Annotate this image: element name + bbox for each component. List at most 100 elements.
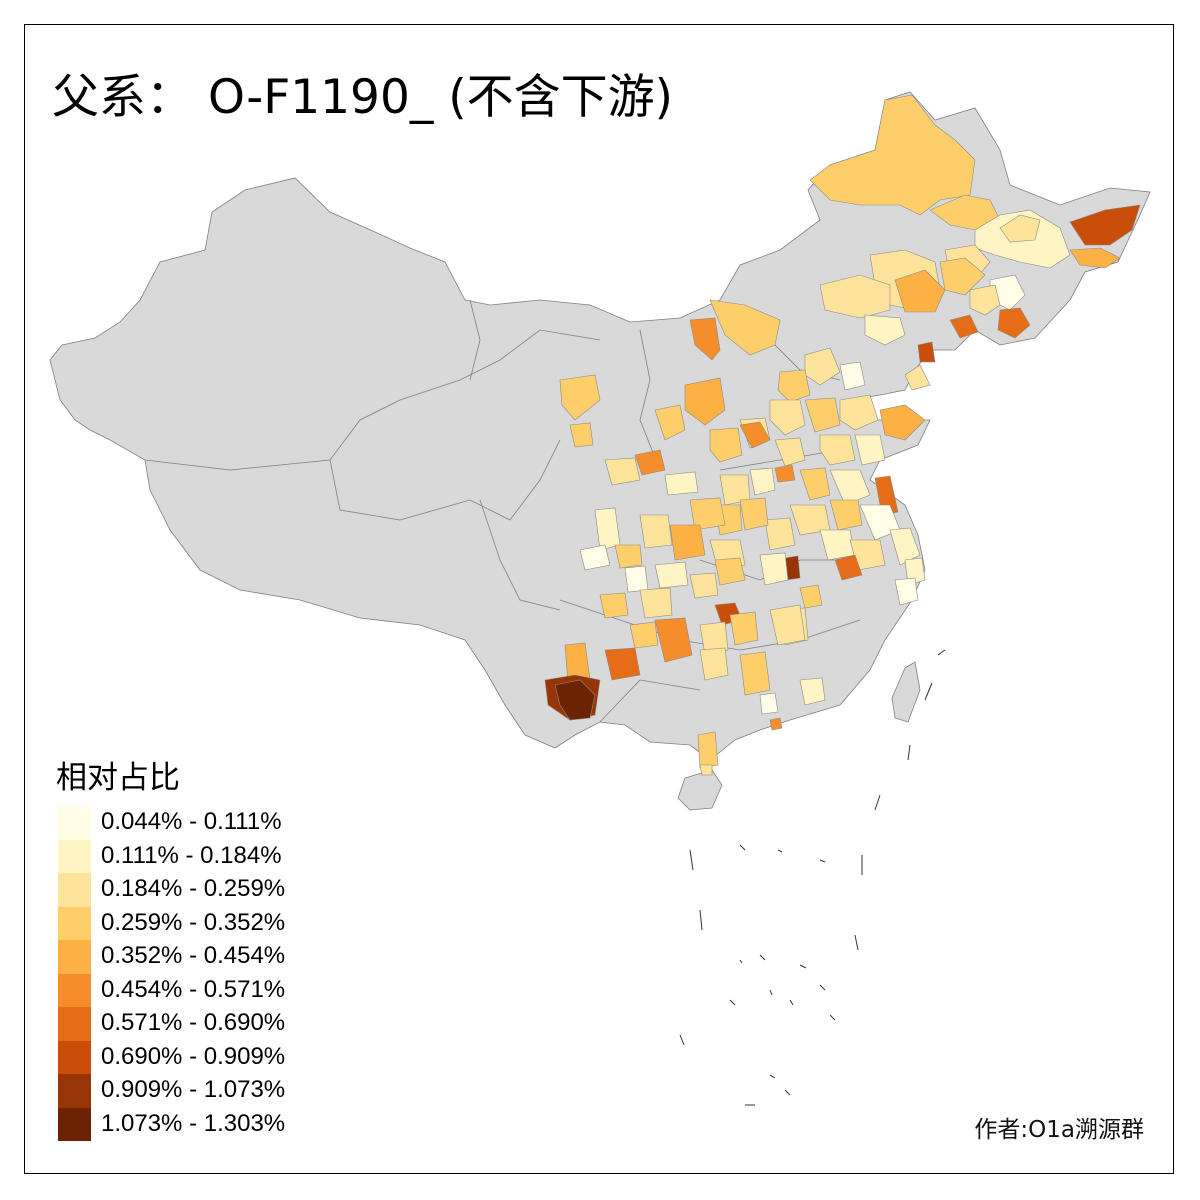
region-guizhou-2 bbox=[699, 621, 729, 656]
legend-label: 0.909% - 1.073% bbox=[101, 1076, 286, 1103]
region-chongqing-3 bbox=[654, 561, 689, 589]
legend-label: 0.044% - 0.111% bbox=[101, 808, 282, 835]
map-title: 父系： O-F1190_ (不含下游) bbox=[52, 70, 673, 125]
region-shandong-1 bbox=[839, 394, 879, 431]
region-guangdong-2 bbox=[769, 717, 783, 731]
region-shanxi-2 bbox=[709, 427, 743, 463]
region-shaanxi-1 bbox=[689, 497, 726, 531]
region-liaoyang bbox=[949, 314, 979, 339]
region-qinghai-2 bbox=[569, 422, 594, 448]
region-harbin-east bbox=[999, 214, 1041, 243]
south-china-sea-islands bbox=[679, 649, 946, 1106]
region-shandong-3 bbox=[854, 434, 886, 466]
legend-title: 相对占比 bbox=[56, 760, 180, 796]
colored-regions bbox=[544, 94, 1141, 776]
taiwan-island bbox=[891, 661, 921, 723]
region-baotou bbox=[709, 299, 781, 356]
region-zhanjiang-tip bbox=[699, 764, 713, 776]
region-xishuangbanna bbox=[554, 679, 596, 721]
region-hebei-1 bbox=[777, 369, 811, 403]
legend-swatch bbox=[58, 906, 91, 940]
region-guangxi-2 bbox=[759, 692, 779, 715]
mainland-outline bbox=[49, 91, 1151, 761]
region-hubei-1 bbox=[764, 517, 796, 551]
legend-swatch bbox=[58, 973, 91, 1007]
region-hebei-2 bbox=[769, 399, 806, 436]
region-jiangxi-1 bbox=[799, 584, 823, 609]
region-hubei-2 bbox=[739, 497, 769, 531]
region-chengde bbox=[864, 314, 906, 346]
region-hunan-1 bbox=[769, 604, 806, 646]
legend-label: 0.352% - 0.454% bbox=[101, 942, 286, 969]
region-dalian bbox=[917, 341, 936, 363]
legend-swatch bbox=[58, 839, 91, 873]
legend-label: 1.073% - 1.303% bbox=[101, 1109, 286, 1137]
region-shanxi-red bbox=[739, 421, 771, 449]
region-zhejiang-1 bbox=[894, 577, 919, 606]
region-tongliao bbox=[939, 257, 986, 296]
region-shaanxi-2 bbox=[669, 524, 706, 561]
region-chongqing-1 bbox=[689, 572, 719, 599]
region-ordos bbox=[689, 317, 721, 361]
region-gansu-1 bbox=[604, 457, 641, 486]
region-henan-2 bbox=[749, 467, 776, 496]
region-shandong-4 bbox=[819, 434, 856, 466]
region-ningxia-south bbox=[654, 404, 686, 441]
legend-label: 0.571% - 0.690% bbox=[101, 1009, 286, 1036]
region-gansu-red bbox=[634, 449, 666, 476]
region-guizhou-1 bbox=[654, 617, 693, 663]
region-yunnan-2 bbox=[699, 647, 729, 681]
legend-swatch bbox=[58, 1040, 91, 1074]
legend-label: 0.259% - 0.352% bbox=[101, 908, 286, 936]
region-chongqing-2 bbox=[714, 557, 746, 586]
region-guizhou-4 bbox=[629, 621, 659, 649]
region-sichuan-4 bbox=[624, 565, 649, 593]
legend-swatch bbox=[58, 1007, 91, 1041]
region-hubei-3 bbox=[759, 552, 789, 586]
legend-swatch bbox=[58, 940, 91, 974]
region-jiangsu-north bbox=[829, 469, 871, 506]
region-guizhou-3 bbox=[729, 611, 759, 646]
legend-swatch bbox=[58, 1107, 91, 1141]
legend-swatch bbox=[58, 873, 91, 907]
legend-label: 0.690% - 0.909% bbox=[101, 1042, 286, 1070]
region-jiamusi bbox=[1069, 204, 1141, 246]
region-jiangxi-red bbox=[834, 554, 863, 581]
region-sichuan-2 bbox=[579, 544, 611, 571]
hainan-island bbox=[677, 769, 723, 811]
legend-label: 0.111% - 0.184% bbox=[101, 841, 282, 869]
region-zhanjiang bbox=[697, 731, 719, 769]
region-jiangsu-south bbox=[889, 527, 921, 566]
region-xilingol bbox=[819, 274, 891, 319]
region-chifeng bbox=[894, 269, 946, 313]
region-henan-1 bbox=[774, 464, 796, 483]
map-frame bbox=[24, 24, 1174, 1174]
region-guangxi-1 bbox=[739, 651, 771, 696]
region-anhui-1 bbox=[829, 499, 863, 531]
region-yunnan-1 bbox=[604, 647, 641, 681]
region-tianjin bbox=[839, 361, 866, 391]
region-sichuan-5 bbox=[639, 587, 673, 619]
region-sichuan-3 bbox=[614, 544, 643, 569]
region-jilin bbox=[969, 284, 1001, 316]
region-guangdong-1 bbox=[799, 677, 826, 706]
region-hebei-3 bbox=[804, 397, 841, 433]
author-credit: 作者:O1a溯源群 bbox=[974, 1117, 1144, 1143]
region-shanxi-3 bbox=[774, 437, 806, 467]
legend-swatch bbox=[58, 1074, 91, 1108]
region-ningxia bbox=[684, 377, 726, 426]
region-hulunbuir bbox=[809, 94, 976, 216]
region-henan-4 bbox=[799, 467, 831, 501]
legend-swatch bbox=[58, 806, 91, 840]
region-shaanxi-3 bbox=[639, 514, 673, 549]
region-liaoning-coast bbox=[904, 364, 931, 391]
legend-label: 0.184% - 0.259% bbox=[101, 875, 286, 902]
legend-label: 0.454% - 0.571% bbox=[101, 975, 286, 1003]
region-sichuan-6 bbox=[599, 592, 629, 619]
region-jixi bbox=[1069, 247, 1121, 269]
region-gansu-2 bbox=[664, 471, 699, 496]
region-qinghai-east bbox=[559, 374, 601, 421]
region-shandong-2 bbox=[879, 404, 926, 441]
region-tonghua bbox=[997, 307, 1031, 339]
